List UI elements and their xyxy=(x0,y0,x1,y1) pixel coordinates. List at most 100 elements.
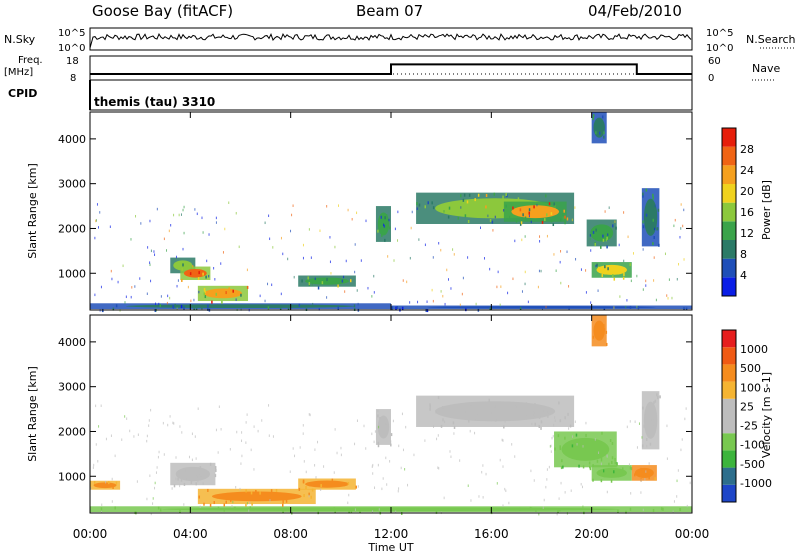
data-speckle xyxy=(654,477,656,481)
data-point xyxy=(287,257,289,261)
data-speckle xyxy=(546,213,548,217)
data-point xyxy=(418,238,420,241)
data-point xyxy=(524,270,526,274)
data-point xyxy=(646,444,648,448)
data-speckle xyxy=(223,503,226,507)
data-speckle xyxy=(651,204,653,208)
data-speckle xyxy=(190,481,193,485)
data-point xyxy=(385,456,387,460)
data-speckle xyxy=(598,333,600,337)
data-speckle xyxy=(182,263,184,267)
data-point xyxy=(253,468,255,471)
data-speckle xyxy=(341,279,344,283)
data-speckle xyxy=(226,492,229,496)
data-point xyxy=(606,454,608,457)
data-point xyxy=(502,504,504,507)
y-tick-label: 2000 xyxy=(58,425,86,438)
data-point xyxy=(590,249,592,252)
data-speckle xyxy=(550,219,553,223)
data-speckle xyxy=(528,211,531,215)
colorbar-tick-label: -100 xyxy=(740,439,765,452)
data-point xyxy=(374,486,376,489)
data-point xyxy=(382,223,384,227)
data-point xyxy=(666,294,668,297)
data-point xyxy=(96,203,98,206)
freq-unit: [MHz] xyxy=(4,67,33,78)
data-point xyxy=(397,489,399,493)
data-point xyxy=(576,443,578,446)
colorbar-cell xyxy=(722,484,736,502)
data-point xyxy=(158,302,160,306)
data-speckle xyxy=(601,469,604,473)
data-speckle xyxy=(595,452,598,456)
data-point xyxy=(640,479,642,482)
data-point xyxy=(530,469,532,473)
x-tick-label: 00:00 xyxy=(73,527,108,541)
data-point xyxy=(97,459,99,463)
colorbar-cell xyxy=(722,381,736,399)
data-point xyxy=(202,482,204,485)
data-point xyxy=(509,215,511,219)
data-point xyxy=(511,443,513,446)
data-point xyxy=(111,500,113,503)
data-speckle xyxy=(390,443,392,447)
data-point xyxy=(395,510,397,514)
data-speckle xyxy=(185,477,187,481)
data-speckle xyxy=(464,410,466,414)
data-point xyxy=(438,467,440,470)
data-point xyxy=(424,243,426,247)
data-point xyxy=(582,445,584,448)
data-point xyxy=(348,493,350,497)
data-point xyxy=(124,415,126,418)
data-point xyxy=(653,256,655,259)
data-point xyxy=(550,450,552,453)
data-speckle xyxy=(463,193,466,197)
data-point xyxy=(175,477,177,481)
data-speckle xyxy=(477,193,480,197)
data-point xyxy=(618,243,620,247)
data-speckle xyxy=(200,476,202,480)
data-point xyxy=(686,504,688,508)
data-point xyxy=(645,279,647,283)
data-core xyxy=(593,320,605,341)
power-data xyxy=(90,112,692,313)
data-speckle xyxy=(245,503,247,507)
data-speckle xyxy=(562,465,564,469)
data-point xyxy=(311,283,313,286)
data-point xyxy=(191,432,193,436)
data-point xyxy=(582,505,584,508)
data-speckle xyxy=(310,495,312,499)
data-point xyxy=(354,270,356,274)
data-point xyxy=(199,505,201,509)
data-point xyxy=(374,430,376,433)
cpid-panel: CPID themis (tau) 3310 xyxy=(8,79,693,111)
data-point xyxy=(497,270,499,274)
data-speckle xyxy=(657,208,660,212)
data-point xyxy=(155,302,157,306)
data-point xyxy=(630,279,632,283)
data-point xyxy=(416,207,418,210)
data-speckle xyxy=(359,509,361,513)
data-point xyxy=(560,281,562,285)
data-speckle xyxy=(211,300,213,304)
data-speckle xyxy=(629,507,632,511)
data-speckle xyxy=(592,114,595,118)
data-speckle xyxy=(601,115,604,119)
data-point xyxy=(502,465,504,468)
data-point xyxy=(648,462,650,465)
data-speckle xyxy=(396,306,399,310)
data-speckle xyxy=(282,503,284,507)
data-speckle xyxy=(562,213,564,217)
data-speckle xyxy=(488,401,491,405)
data-speckle xyxy=(652,193,654,197)
data-point xyxy=(556,512,558,516)
data-point xyxy=(378,425,380,429)
data-speckle xyxy=(575,433,578,437)
data-point xyxy=(444,302,446,306)
data-speckle xyxy=(561,459,563,463)
data-point xyxy=(542,506,544,510)
data-point xyxy=(238,245,240,249)
data-point xyxy=(235,298,237,301)
data-speckle xyxy=(435,410,437,414)
